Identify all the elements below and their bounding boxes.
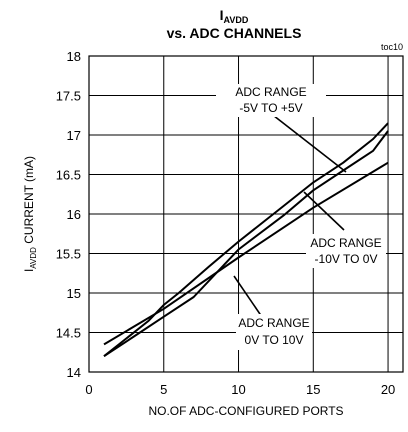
y-tick-label-3: 15.5 (56, 247, 81, 262)
plot-frame (88, 55, 404, 373)
figure-code: toc10 (381, 42, 403, 52)
annotation-5v-line2: -5V TO +5V (239, 101, 302, 115)
annotation-arrow-5v (268, 111, 347, 173)
y-axis-label-sub: AVDD (29, 247, 38, 269)
annotation-0v10-line1: ADC RANGE (238, 316, 309, 330)
annotation-arrow-0v10 (233, 275, 263, 318)
chart-title-main: I (220, 7, 224, 23)
y-tick-label-8: 18 (67, 49, 81, 64)
annotation-0v10-line2: 0V TO 10V (245, 333, 304, 347)
y-axis-label-main: I (22, 269, 36, 272)
x-tick-label-4: 20 (381, 382, 395, 397)
chart-title-sub: AVDD (224, 15, 249, 25)
annotation-bg-5v (216, 84, 326, 117)
chart-title-line2: vs. ADC CHANNELS (167, 25, 302, 41)
y-tick-label-1: 14.5 (56, 326, 81, 341)
annotation-bg-10v0 (306, 234, 386, 268)
x-tick-label-3: 15 (306, 382, 320, 397)
annotation-arrow-10v0 (303, 191, 345, 231)
series-line-1 (103, 122, 389, 357)
series-line-0 (103, 161, 389, 346)
annotation-bg-0v10 (236, 314, 312, 350)
chart-title: IAVDD (220, 7, 249, 25)
y-tick-label-2: 15 (67, 286, 81, 301)
annotation-10v0-line2: -10V TO 0V (315, 252, 378, 266)
annotation-5v-line1: ADC RANGE (235, 85, 306, 99)
series-group (103, 122, 389, 358)
annotation-10v0-line1: ADC RANGE (310, 236, 381, 250)
y-tick-label-4: 16 (67, 207, 81, 222)
y-axis-label-rest: CURRENT (mA) (22, 156, 36, 247)
y-axis-label: IAVDD CURRENT (mA) (22, 156, 38, 272)
x-tick-labels: 0 5 10 15 20 (85, 382, 395, 397)
y-tick-label-7: 17.5 (56, 89, 81, 104)
x-axis-label: NO.OF ADC-CONFIGURED PORTS (148, 404, 343, 418)
y-tick-label-0: 14 (67, 365, 81, 380)
series-line-2 (103, 130, 389, 358)
x-tick-label-1: 5 (160, 382, 167, 397)
y-tick-label-6: 17 (67, 128, 81, 143)
x-tick-label-2: 10 (231, 382, 245, 397)
x-tick-label-0: 0 (85, 382, 92, 397)
y-tick-labels: 14 14.5 15 15.5 16 16.5 17 17.5 18 (56, 49, 81, 380)
y-tick-label-5: 16.5 (56, 168, 81, 183)
